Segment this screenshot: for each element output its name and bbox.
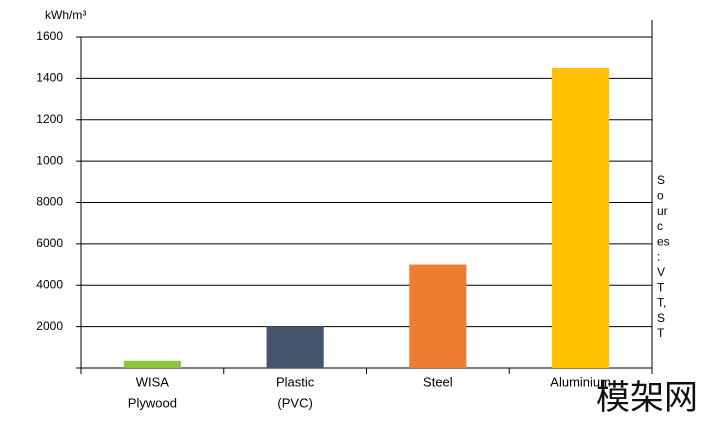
x-tick-label: Plywood [128,395,177,410]
source-note: c [657,219,663,233]
y-tick-label: 1200 [36,112,63,126]
x-tick-label: (PVC) [277,395,312,410]
watermark: 模架网 [596,378,698,418]
x-tick-label: Plastic [276,374,315,389]
source-note: S [657,311,665,325]
bar [552,68,610,368]
y-axis-label: kWh/m³ [45,8,86,22]
source-note: S [657,173,665,187]
x-tick-label: Aluminium [550,374,611,389]
y-tick-label: 6000 [36,236,63,250]
y-tick-label: 2000 [36,319,63,333]
bar [409,264,467,368]
source-note: ur [657,204,668,218]
source-note: T, [657,296,666,310]
source-note: T [657,326,665,340]
y-tick-label: 8000 [36,195,63,209]
source-note: V [657,265,665,279]
source-note: T [657,280,665,294]
x-tick-label: WISA [136,374,170,389]
y-tick-label: 1000 [36,153,63,167]
bar [266,326,324,368]
y-tick-label: 1400 [36,71,63,85]
x-tick-label: Steel [423,374,453,389]
y-tick-label: 4000 [36,277,63,291]
y-tick-label: 1600 [36,29,63,43]
source-note: o [657,188,664,202]
source-note: : [657,250,660,264]
bar [123,360,181,368]
source-note: es [657,234,670,248]
